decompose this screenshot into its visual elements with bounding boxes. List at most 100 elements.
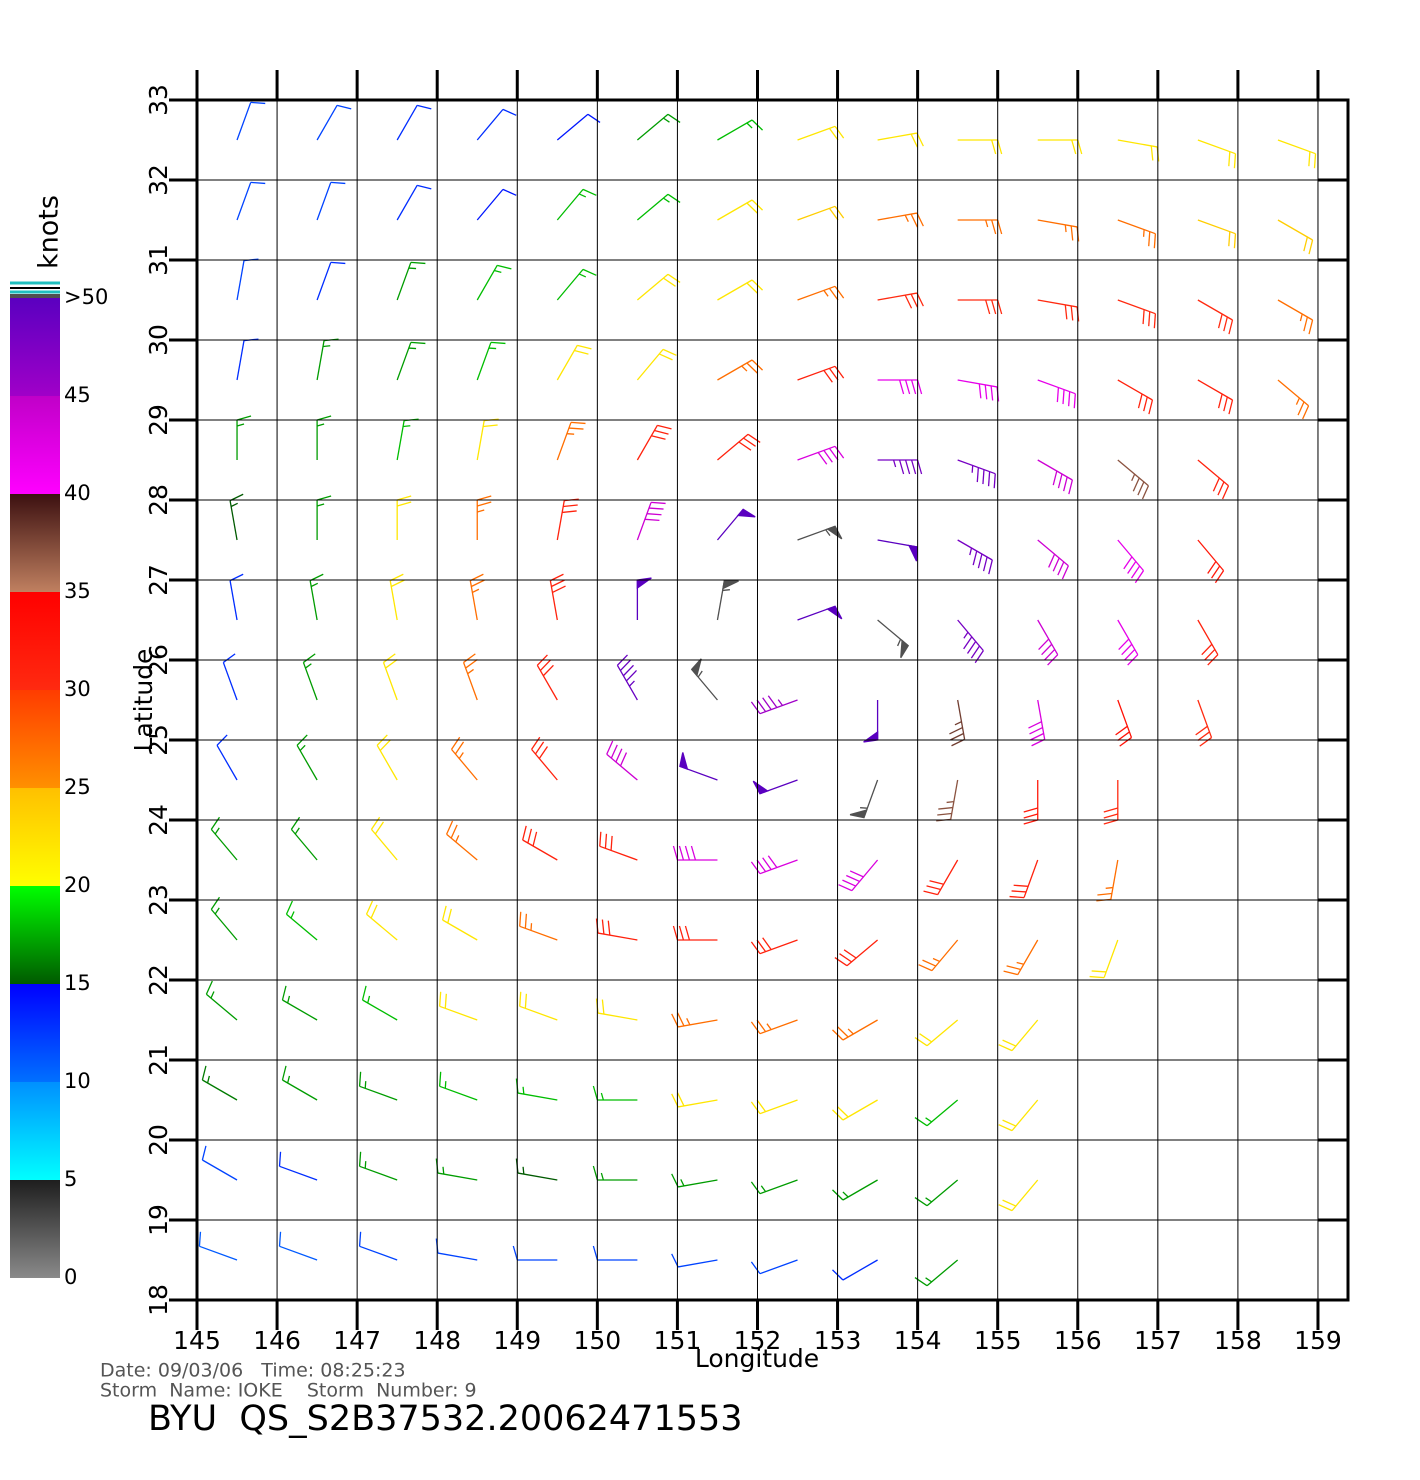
- barb-half: [477, 509, 485, 513]
- barb-full: [1313, 153, 1317, 169]
- wind-barb: [435, 1158, 478, 1181]
- barb-full: [599, 831, 602, 847]
- barb-full: [210, 896, 221, 910]
- barb-half: [1016, 961, 1024, 965]
- barb-full: [1204, 648, 1216, 661]
- barb-half: [522, 1166, 525, 1175]
- barb-full: [1119, 737, 1132, 747]
- barb-staff: [279, 1245, 318, 1261]
- barb-full: [568, 427, 584, 430]
- barb-full: [1217, 313, 1223, 329]
- barb-full: [926, 885, 941, 891]
- barb-staff: [1117, 379, 1153, 401]
- wind-barb: [376, 734, 398, 781]
- wind-barb: [556, 268, 597, 301]
- barb-staff: [636, 273, 669, 301]
- wind-barb: [914, 1259, 959, 1287]
- barb-full: [444, 993, 447, 1009]
- barb-full: [281, 1065, 287, 1081]
- wind-barb: [957, 459, 996, 489]
- barb-full: [750, 1101, 761, 1115]
- barb-full: [846, 874, 860, 883]
- barb-staff: [846, 939, 879, 967]
- wind-barb: [1197, 459, 1230, 500]
- barb-full: [658, 353, 673, 361]
- wind-barb: [834, 939, 879, 967]
- barb-full: [672, 925, 679, 941]
- wind-barb: [616, 654, 638, 701]
- barb-full: [823, 450, 833, 463]
- wind-barb: [957, 619, 984, 664]
- barb-full: [625, 670, 637, 682]
- barb-full: [978, 383, 982, 399]
- barb-full: [756, 1099, 767, 1113]
- wind-barb: [1003, 939, 1039, 976]
- barb-full: [607, 920, 611, 936]
- colorbar-tick-label: 5: [64, 1167, 77, 1191]
- barb-full: [619, 659, 631, 672]
- barb-full: [677, 1012, 685, 1027]
- barb-full: [1211, 565, 1221, 579]
- barb-full: [1103, 813, 1118, 819]
- barb-full: [997, 299, 1003, 315]
- barb-full: [834, 125, 845, 139]
- barb-full: [1228, 399, 1234, 415]
- barb-staff: [1117, 139, 1158, 148]
- wind-barb: [671, 1173, 718, 1188]
- y-tick-label: 28: [144, 484, 173, 516]
- barb-full: [910, 293, 919, 308]
- barb-staff: [606, 753, 638, 781]
- barb-full: [1233, 233, 1237, 249]
- barb-full: [750, 861, 761, 875]
- barb-full: [1228, 151, 1231, 167]
- barb-staff: [316, 340, 325, 381]
- barb-full: [1089, 975, 1105, 979]
- barb-staff: [370, 828, 398, 861]
- barb-full: [1052, 470, 1058, 486]
- wind-barb: [832, 1259, 878, 1281]
- barb-full: [997, 139, 1003, 155]
- barb-staff: [359, 1245, 398, 1261]
- barb-staff: [1110, 859, 1119, 900]
- barb-staff: [931, 939, 959, 972]
- barb-full: [524, 913, 528, 929]
- barb-staff: [1117, 539, 1145, 572]
- barb-staff: [877, 132, 918, 141]
- barb-staff: [202, 1079, 238, 1101]
- barb-full: [1030, 732, 1044, 741]
- wind-barb: [531, 736, 558, 781]
- barb-full: [690, 845, 697, 861]
- barb-full: [914, 1117, 928, 1127]
- x-tick-label: 152: [734, 1326, 782, 1355]
- barb-full: [998, 1124, 1013, 1132]
- wind-barb: [636, 501, 666, 541]
- barb-full: [767, 695, 778, 708]
- barb-staff: [1277, 139, 1316, 155]
- barb-full: [1308, 239, 1314, 255]
- y-axis-label: Latitude: [129, 649, 158, 752]
- barb-full: [914, 1197, 928, 1207]
- barb-full: [828, 207, 839, 221]
- wind-barb: [236, 181, 266, 221]
- wind-barb: [797, 365, 845, 383]
- wind-barb: [536, 654, 558, 701]
- barb-full: [651, 435, 666, 440]
- wind-barb: [832, 1179, 878, 1201]
- x-tick-label: 145: [173, 1326, 221, 1355]
- barb-full: [678, 845, 685, 861]
- barb-staff: [451, 748, 478, 781]
- barb-full: [601, 999, 605, 1015]
- wind-barb: [476, 188, 517, 221]
- barb-staff: [797, 285, 836, 301]
- wind-barb: [1195, 699, 1213, 747]
- barb-staff: [210, 828, 238, 861]
- barb-full: [483, 424, 498, 428]
- barb-full: [1071, 139, 1077, 155]
- barb-full: [916, 379, 923, 395]
- barb-staff: [957, 539, 993, 561]
- barb-full: [1002, 1199, 1017, 1207]
- barb-staff: [1117, 459, 1149, 487]
- barb-full: [1153, 233, 1157, 249]
- wind-barb: [717, 279, 764, 301]
- barb-staff: [599, 845, 638, 861]
